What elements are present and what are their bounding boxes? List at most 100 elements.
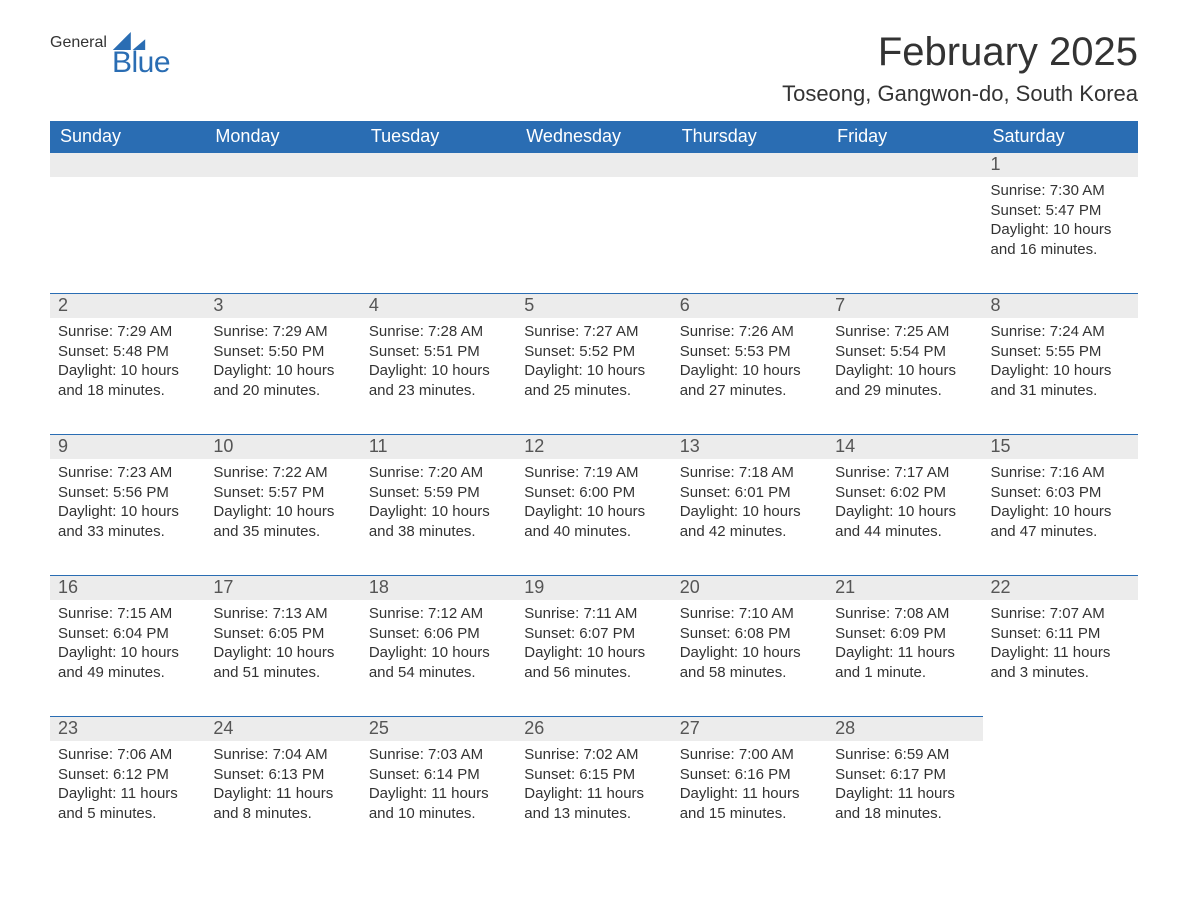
calendar-cell	[516, 152, 671, 265]
day-details: Sunrise: 7:10 AMSunset: 6:08 PMDaylight:…	[680, 604, 819, 682]
day-details: Sunrise: 7:18 AMSunset: 6:01 PMDaylight:…	[680, 463, 819, 541]
day-number	[361, 152, 516, 177]
day-number: 15	[983, 434, 1138, 459]
day-number: 11	[361, 434, 516, 459]
day-number	[827, 152, 982, 177]
calendar-table: SundayMondayTuesdayWednesdayThursdayFrid…	[50, 121, 1138, 829]
day-details: Sunrise: 7:29 AMSunset: 5:48 PMDaylight:…	[58, 322, 197, 400]
day-number: 5	[516, 293, 671, 318]
calendar-week: 9 Sunrise: 7:23 AMSunset: 5:56 PMDaylight…	[50, 434, 1138, 547]
calendar-cell: 21Sunrise: 7:08 AMSunset: 6:09 PMDayligh…	[827, 575, 982, 688]
day-details: Sunrise: 7:26 AMSunset: 5:53 PMDaylight:…	[680, 322, 819, 400]
calendar-week: 16 Sunrise: 7:15 AMSunset: 6:04 PMDayligh…	[50, 575, 1138, 688]
day-number: 23	[50, 716, 205, 741]
day-details: Sunrise: 7:20 AMSunset: 5:59 PMDaylight:…	[369, 463, 508, 541]
day-details: Sunrise: 7:25 AMSunset: 5:54 PMDaylight:…	[835, 322, 974, 400]
calendar-cell: 26Sunrise: 7:02 AMSunset: 6:15 PMDayligh…	[516, 716, 671, 829]
calendar-cell: 7Sunrise: 7:25 AMSunset: 5:54 PMDaylight…	[827, 293, 982, 406]
day-details: Sunrise: 7:23 AMSunset: 5:56 PMDaylight:…	[58, 463, 197, 541]
day-number: 18	[361, 575, 516, 600]
day-number: 1	[983, 152, 1138, 177]
day-number: 19	[516, 575, 671, 600]
day-number: 22	[983, 575, 1138, 600]
calendar-cell: 16 Sunrise: 7:15 AMSunset: 6:04 PMDayligh…	[50, 575, 205, 688]
calendar-cell: 13 Sunrise: 7:18 AMSunset: 6:01 PMDayligh…	[672, 434, 827, 547]
calendar-cell: 5 Sunrise: 7:27 AMSunset: 5:52 PMDaylight…	[516, 293, 671, 406]
calendar-week: 1 Sunrise: 7:30 AMSunset: 5:47 PMDaylight…	[50, 152, 1138, 265]
day-number: 10	[205, 434, 360, 459]
day-details: Sunrise: 7:03 AMSunset: 6:14 PMDaylight:…	[369, 745, 508, 823]
calendar-cell: 22 Sunrise: 7:07 AMSunset: 6:11 PMDayligh…	[983, 575, 1138, 688]
day-number: 13	[672, 434, 827, 459]
day-number: 12	[516, 434, 671, 459]
calendar-cell: 6 Sunrise: 7:26 AMSunset: 5:53 PMDaylight…	[672, 293, 827, 406]
day-details: Sunrise: 7:16 AMSunset: 6:03 PMDaylight:…	[991, 463, 1130, 541]
calendar-cell: 15 Sunrise: 7:16 AMSunset: 6:03 PMDayligh…	[983, 434, 1138, 547]
dow-header: Sunday	[50, 121, 205, 152]
calendar-cell: 19Sunrise: 7:11 AMSunset: 6:07 PMDayligh…	[516, 575, 671, 688]
day-number: 16	[50, 575, 205, 600]
day-number: 9	[50, 434, 205, 459]
day-details: Sunrise: 7:27 AMSunset: 5:52 PMDaylight:…	[524, 322, 663, 400]
day-number: 4	[361, 293, 516, 318]
calendar-week: 2Sunrise: 7:29 AMSunset: 5:48 PMDaylight…	[50, 293, 1138, 406]
brand-logo: General Blue	[50, 30, 170, 78]
calendar-cell: 24 Sunrise: 7:04 AMSunset: 6:13 PMDayligh…	[205, 716, 360, 829]
day-number: 21	[827, 575, 982, 600]
calendar-week: 23 Sunrise: 7:06 AMSunset: 6:12 PMDayligh…	[50, 716, 1138, 829]
day-details: Sunrise: 7:00 AMSunset: 6:16 PMDaylight:…	[680, 745, 819, 823]
week-separator	[50, 406, 1138, 434]
day-details: Sunrise: 7:17 AMSunset: 6:02 PMDaylight:…	[835, 463, 974, 541]
day-details: Sunrise: 7:15 AMSunset: 6:04 PMDaylight:…	[58, 604, 197, 682]
calendar-cell: 27 Sunrise: 7:00 AMSunset: 6:16 PMDayligh…	[672, 716, 827, 829]
day-number: 3	[205, 293, 360, 318]
day-number: 27	[672, 716, 827, 741]
day-number: 14	[827, 434, 982, 459]
dow-header: Tuesday	[361, 121, 516, 152]
calendar-cell: 20Sunrise: 7:10 AMSunset: 6:08 PMDayligh…	[672, 575, 827, 688]
day-details: Sunrise: 7:19 AMSunset: 6:00 PMDaylight:…	[524, 463, 663, 541]
calendar-cell: 11 Sunrise: 7:20 AMSunset: 5:59 PMDayligh…	[361, 434, 516, 547]
calendar-cell	[983, 716, 1138, 829]
calendar-cell: 3 Sunrise: 7:29 AMSunset: 5:50 PMDaylight…	[205, 293, 360, 406]
day-number: 24	[205, 716, 360, 741]
dow-header: Saturday	[983, 121, 1138, 152]
day-details: Sunrise: 7:28 AMSunset: 5:51 PMDaylight:…	[369, 322, 508, 400]
brand-general: General	[50, 35, 107, 51]
day-number	[516, 152, 671, 177]
calendar-cell: 25 Sunrise: 7:03 AMSunset: 6:14 PMDayligh…	[361, 716, 516, 829]
calendar-cell: 28Sunrise: 6:59 AMSunset: 6:17 PMDayligh…	[827, 716, 982, 829]
calendar-cell: 23 Sunrise: 7:06 AMSunset: 6:12 PMDayligh…	[50, 716, 205, 829]
dow-header: Thursday	[672, 121, 827, 152]
day-details: Sunrise: 7:12 AMSunset: 6:06 PMDaylight:…	[369, 604, 508, 682]
calendar-cell	[50, 152, 205, 265]
week-separator	[50, 547, 1138, 575]
day-details: Sunrise: 7:06 AMSunset: 6:12 PMDaylight:…	[58, 745, 197, 823]
brand-blue: Blue	[112, 48, 170, 78]
dow-header: Friday	[827, 121, 982, 152]
calendar-cell: 8 Sunrise: 7:24 AMSunset: 5:55 PMDaylight…	[983, 293, 1138, 406]
day-details: Sunrise: 7:13 AMSunset: 6:05 PMDaylight:…	[213, 604, 352, 682]
calendar-cell: 14 Sunrise: 7:17 AMSunset: 6:02 PMDayligh…	[827, 434, 982, 547]
calendar-cell	[827, 152, 982, 265]
day-details: Sunrise: 7:07 AMSunset: 6:11 PMDaylight:…	[991, 604, 1130, 682]
day-details: Sunrise: 7:30 AMSunset: 5:47 PMDaylight:…	[991, 181, 1130, 259]
dow-header: Wednesday	[516, 121, 671, 152]
day-number	[50, 152, 205, 177]
day-number: 6	[672, 293, 827, 318]
calendar-cell: 4 Sunrise: 7:28 AMSunset: 5:51 PMDaylight…	[361, 293, 516, 406]
calendar-cell	[205, 152, 360, 265]
calendar-cell	[361, 152, 516, 265]
calendar-cell: 17Sunrise: 7:13 AMSunset: 6:05 PMDayligh…	[205, 575, 360, 688]
day-details: Sunrise: 7:29 AMSunset: 5:50 PMDaylight:…	[213, 322, 352, 400]
dow-header: Monday	[205, 121, 360, 152]
calendar-cell: 12 Sunrise: 7:19 AMSunset: 6:00 PMDayligh…	[516, 434, 671, 547]
day-number: 25	[361, 716, 516, 741]
day-number: 26	[516, 716, 671, 741]
day-details: Sunrise: 7:04 AMSunset: 6:13 PMDaylight:…	[213, 745, 352, 823]
day-number: 28	[827, 716, 982, 741]
day-details: Sunrise: 7:24 AMSunset: 5:55 PMDaylight:…	[991, 322, 1130, 400]
calendar-cell: 1 Sunrise: 7:30 AMSunset: 5:47 PMDaylight…	[983, 152, 1138, 265]
week-separator	[50, 265, 1138, 293]
day-number: 8	[983, 293, 1138, 318]
